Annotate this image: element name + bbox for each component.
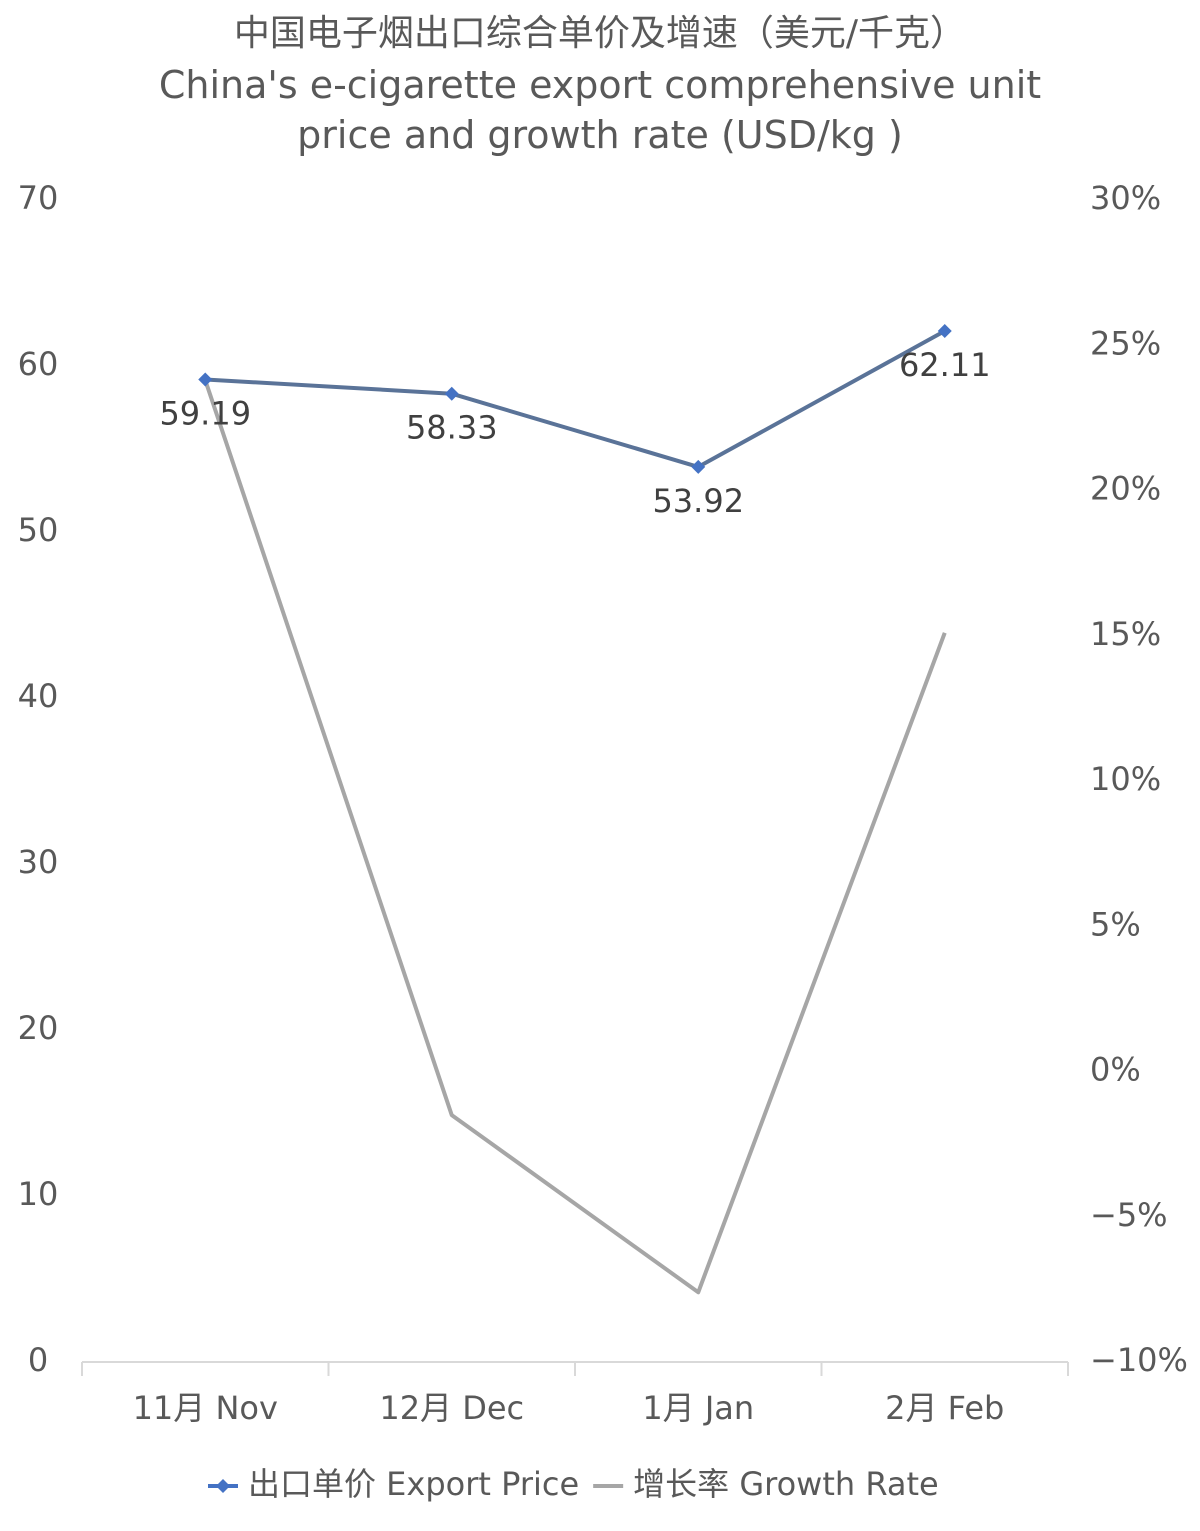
y2-tick-label: −10% [1090,1341,1188,1379]
marker [691,459,706,474]
y-tick-label: 40 [18,677,59,715]
data-label: 53.92 [652,482,744,520]
marker [444,386,459,401]
series-line [205,329,946,469]
chart-title: 中国电子烟出口综合单价及增速（美元/千克） [233,13,967,54]
y2-tick-label: −5% [1090,1196,1168,1234]
x-tick-label: 2月 Feb [885,1389,1004,1427]
y2-tick-label: 15% [1090,615,1161,653]
data-label: 59.19 [159,394,251,432]
marker [198,372,213,387]
y2-tick-label: 20% [1090,470,1161,508]
y-tick-label: 50 [18,511,59,549]
y-tick-label: 10 [18,1175,59,1213]
y-tick-label: 60 [18,345,59,383]
marker [937,323,952,338]
y2-tick-label: 25% [1090,324,1161,362]
y2-tick-label: 5% [1090,905,1141,943]
legend-label: 出口单价 Export Price [248,1465,579,1503]
x-tick-label: 12月 Dec [379,1389,524,1427]
y2-tick-label: 10% [1090,760,1161,798]
titles: 中国电子烟出口综合单价及增速（美元/千克） China's e-cigarett… [120,8,1080,160]
y-tick-label: 30 [18,843,59,881]
x-tick-label: 1月 Jan [642,1389,754,1427]
legend-label: 增长率 Growth Rate [633,1465,939,1503]
data-label: 62.11 [899,346,991,384]
data-label: 58.33 [406,409,498,447]
series-line [203,379,947,1295]
y2-tick-label: 30% [1090,179,1161,217]
y-tick-label: 20 [18,1009,59,1047]
x-tick-label: 11月 Nov [133,1389,278,1427]
y2-tick-label: 0% [1090,1051,1141,1089]
chart-subtitle: China's e-cigarette export comprehensive… [158,63,1042,157]
y-tick-label: 0 [28,1341,48,1379]
y-tick-label: 70 [18,179,59,217]
legend-marker [216,1479,230,1493]
